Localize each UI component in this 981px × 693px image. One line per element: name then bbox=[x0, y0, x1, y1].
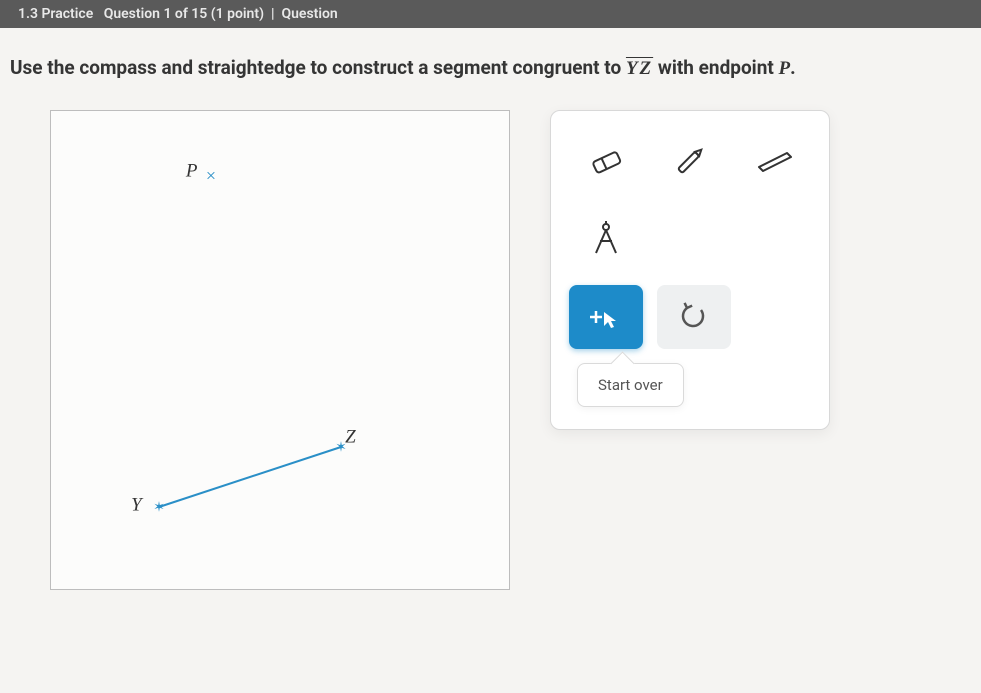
point-z[interactable]: ✶Z bbox=[335, 436, 347, 455]
pencil-tool[interactable] bbox=[654, 129, 725, 193]
tool-row-3 bbox=[569, 285, 811, 349]
construction-canvas[interactable]: ×P✶Y✶Z bbox=[50, 110, 510, 590]
endpoint-name: P bbox=[779, 58, 791, 79]
straightedge-tool[interactable] bbox=[740, 129, 811, 193]
point-mark: ✶ bbox=[153, 501, 165, 515]
point-label: Y bbox=[131, 494, 142, 516]
workspace: ×P✶Y✶Z bbox=[10, 110, 945, 590]
tool-row-2 bbox=[569, 207, 811, 271]
compass-tool[interactable] bbox=[569, 207, 643, 271]
undo-tool[interactable] bbox=[657, 285, 731, 349]
mode-label: Question bbox=[281, 6, 337, 22]
eraser-tool[interactable] bbox=[569, 129, 640, 193]
straightedge-icon bbox=[753, 145, 797, 177]
segment-name: YZ bbox=[626, 58, 653, 79]
point-label: Z bbox=[345, 426, 356, 448]
section-label: 1.3 Practice bbox=[18, 6, 93, 22]
point-p[interactable]: ×P bbox=[206, 166, 216, 185]
question-prompt: Use the compass and straightedge to cons… bbox=[10, 54, 945, 84]
compass-icon bbox=[588, 219, 624, 259]
segment-yz bbox=[159, 446, 342, 508]
undo-icon bbox=[677, 300, 711, 334]
tooltip-text: Start over bbox=[598, 376, 663, 394]
eraser-icon bbox=[585, 145, 625, 177]
question-progress: Question 1 of 15 (1 point) bbox=[104, 6, 264, 22]
pointer-tool[interactable] bbox=[569, 285, 643, 349]
question-header: 1.3 Practice Question 1 of 15 (1 point) … bbox=[0, 0, 981, 28]
point-y[interactable]: ✶Y bbox=[153, 496, 165, 515]
content-area: Use the compass and straightedge to cons… bbox=[0, 28, 981, 600]
point-label: P bbox=[186, 160, 198, 182]
pointer-icon bbox=[584, 300, 628, 334]
tool-tooltip: Start over bbox=[577, 363, 684, 407]
tool-panel: Start over bbox=[550, 110, 830, 430]
tool-row-1 bbox=[569, 129, 811, 193]
pencil-icon bbox=[670, 145, 710, 177]
point-mark: × bbox=[206, 166, 216, 184]
